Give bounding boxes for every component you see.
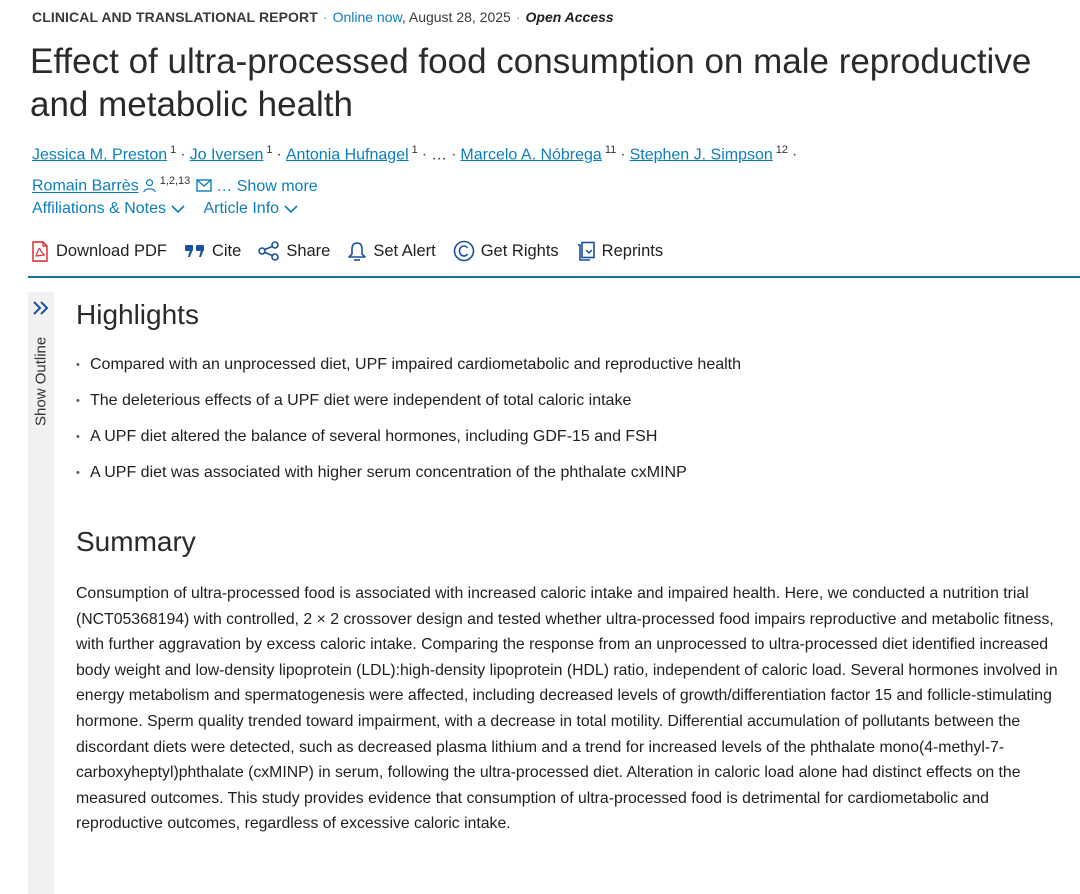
author-list: Jessica M. Preston 1 · Jo Iversen 1 · Antonia … [32, 137, 1072, 200]
chevron-down-icon [284, 204, 298, 213]
download-pdf-label: Download PDF [56, 241, 167, 260]
copyright-icon [453, 240, 475, 262]
affiliation-sup: 1 [411, 144, 418, 156]
highlights-list: Compared with an unprocessed diet, UPF i… [76, 355, 741, 499]
article-meta-line: CLINICAL AND TRANSLATIONAL REPORT · Online… [32, 9, 614, 25]
author-separator: · [276, 146, 282, 164]
double-chevron-right-icon[interactable] [31, 300, 51, 316]
author-link[interactable]: Marcelo A. Nóbrega [460, 146, 602, 164]
affiliations-label: Affiliations & Notes [32, 200, 166, 217]
chevron-down-icon [171, 204, 185, 213]
set-alert-button[interactable]: Set Alert [347, 241, 436, 262]
article-toolbar: Download PDF Cite Share Set Alert Get Ri… [30, 240, 680, 262]
reprints-icon [577, 241, 595, 261]
show-more-authors[interactable]: … Show more [216, 177, 318, 195]
affiliation-sup: 1 [266, 144, 273, 156]
reprints-label: Reprints [601, 241, 664, 260]
cite-button[interactable]: Cite [184, 242, 241, 261]
header-divider [28, 276, 1080, 278]
mail-icon[interactable] [196, 178, 212, 192]
highlight-item: A UPF diet altered the balance of severa… [76, 427, 741, 463]
author-separator: · [451, 146, 457, 164]
author-ellipsis: … [431, 146, 448, 164]
publication-date: , August 28, 2025 [401, 9, 511, 25]
meta-separator: · [515, 9, 521, 25]
bell-icon [348, 241, 367, 261]
show-outline-label[interactable]: Show Outline [32, 336, 50, 426]
author-separator: · [180, 146, 186, 164]
reprints-button[interactable]: Reprints [576, 241, 663, 262]
article-details-links: Affiliations & Notes Article Info [32, 200, 312, 218]
author-separator: · [620, 146, 626, 164]
section-label: CLINICAL AND TRANSLATIONAL REPORT [32, 9, 318, 25]
author-separator: · [792, 146, 798, 164]
online-label[interactable]: Online now [332, 9, 402, 25]
affiliation-sup: 11 [604, 144, 617, 156]
open-access-label: Open Access [525, 9, 614, 25]
author-link[interactable]: Antonia Hufnagel [285, 146, 409, 164]
pdf-icon [32, 240, 48, 262]
author-link[interactable]: Jessica M. Preston [32, 146, 168, 164]
article-info-toggle[interactable]: Article Info [203, 200, 298, 218]
get-rights-label: Get Rights [480, 241, 559, 260]
share-button[interactable]: Share [258, 241, 330, 261]
share-label: Share [286, 241, 331, 260]
set-alert-label: Set Alert [373, 241, 436, 260]
author-link[interactable]: Stephen J. Simpson [629, 146, 773, 164]
meta-separator: · [322, 9, 328, 25]
person-icon [142, 178, 156, 192]
highlight-item: A UPF diet was associated with higher se… [76, 463, 741, 499]
quote-icon [184, 245, 204, 257]
author-separator: · [421, 146, 428, 164]
article-title: Effect of ultra-processed food consumpti… [30, 42, 1032, 124]
highlight-item: Compared with an unprocessed diet, UPF i… [76, 355, 741, 391]
author-link[interactable]: Romain Barrès [32, 177, 139, 195]
cite-label: Cite [211, 241, 242, 260]
download-pdf-button[interactable]: Download PDF [30, 240, 167, 262]
get-rights-button[interactable]: Get Rights [453, 240, 559, 262]
summary-text: Consumption of ultra-processed food is a… [76, 585, 1058, 833]
article-info-label: Article Info [203, 200, 280, 217]
affiliation-sup: 12 [775, 144, 789, 156]
affiliation-sup: 1,2,13 [159, 175, 191, 188]
summary-heading: Summary [76, 526, 196, 557]
share-icon [258, 241, 280, 261]
highlights-heading: Highlights [76, 299, 199, 330]
highlight-item: The deleterious effects of a UPF diet we… [76, 391, 741, 427]
outline-rail[interactable]: Show Outline [28, 292, 54, 894]
affiliations-toggle[interactable]: Affiliations & Notes [32, 200, 185, 218]
affiliation-sup: 1 [170, 144, 177, 156]
author-link[interactable]: Jo Iversen [189, 146, 264, 164]
